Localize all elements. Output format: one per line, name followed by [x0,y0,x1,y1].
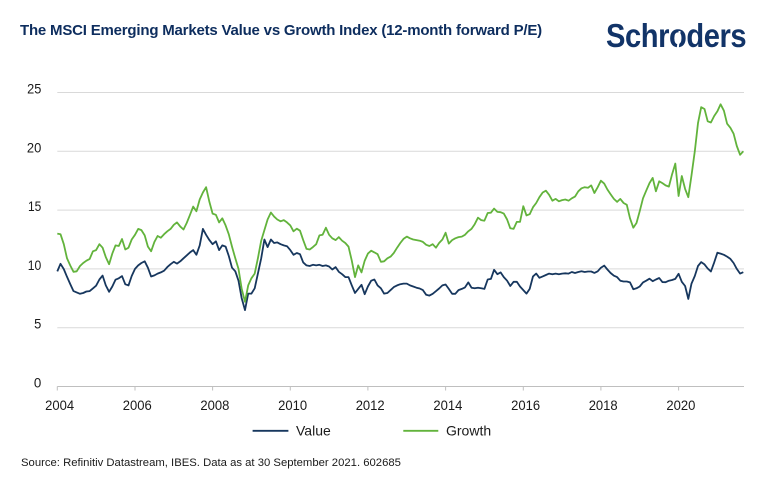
svg-text:2012: 2012 [356,397,385,413]
svg-text:Growth: Growth [446,423,491,439]
svg-text:2006: 2006 [123,397,152,413]
svg-text:0: 0 [34,375,42,391]
svg-text:2004: 2004 [45,397,74,413]
svg-text:2010: 2010 [278,397,307,413]
svg-text:10: 10 [28,257,42,273]
svg-text:2014: 2014 [433,397,462,413]
svg-text:2020: 2020 [666,397,695,413]
svg-text:2016: 2016 [511,397,540,413]
svg-text:2008: 2008 [200,397,229,413]
svg-text:5: 5 [34,316,41,332]
svg-text:20: 20 [27,139,42,155]
svg-text:15: 15 [28,198,41,214]
svg-text:Value: Value [296,423,331,439]
svg-text:2018: 2018 [589,397,618,413]
svg-text:25: 25 [27,81,41,97]
